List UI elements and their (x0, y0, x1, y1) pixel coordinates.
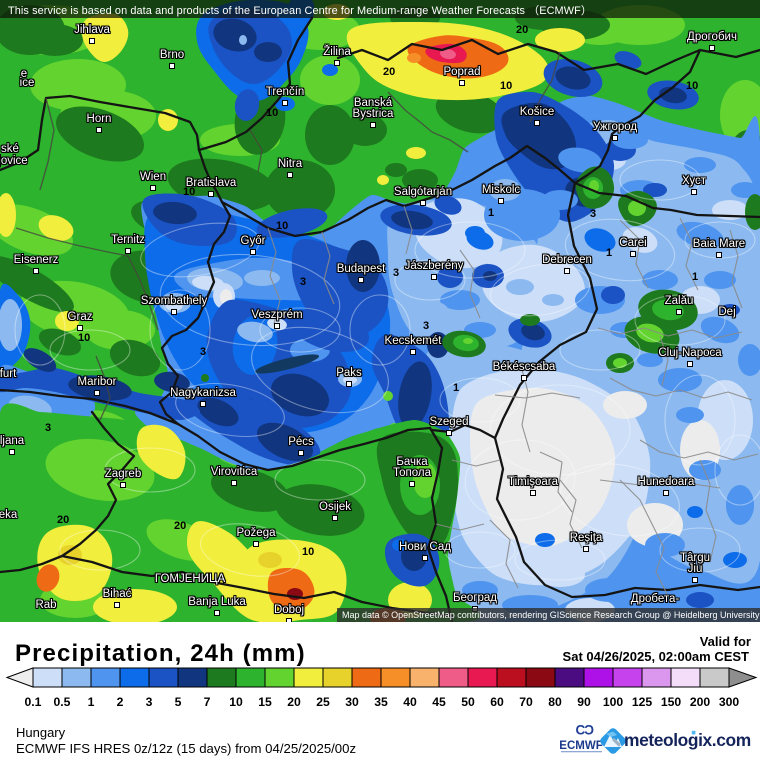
svg-text:300: 300 (719, 695, 740, 709)
svg-text:45: 45 (432, 695, 446, 709)
svg-text:2: 2 (117, 695, 124, 709)
svg-text:0.1: 0.1 (25, 695, 42, 709)
svg-text:125: 125 (632, 695, 653, 709)
svg-text:3: 3 (146, 695, 153, 709)
svg-text:meteologix.com: meteologix.com (624, 730, 751, 750)
svg-text:0.5: 0.5 (54, 695, 71, 709)
svg-text:10: 10 (229, 695, 243, 709)
svg-text:35: 35 (374, 695, 388, 709)
svg-text:1: 1 (88, 695, 95, 709)
svg-text:70: 70 (519, 695, 533, 709)
svg-text:80: 80 (548, 695, 562, 709)
svg-text:25: 25 (316, 695, 330, 709)
svg-text:C: C (584, 723, 594, 738)
svg-text:15: 15 (258, 695, 272, 709)
svg-text:30: 30 (345, 695, 359, 709)
svg-text:50: 50 (461, 695, 475, 709)
svg-text:60: 60 (490, 695, 504, 709)
svg-text:40: 40 (403, 695, 417, 709)
svg-text:200: 200 (690, 695, 711, 709)
svg-text:C: C (576, 723, 586, 738)
svg-text:7: 7 (204, 695, 211, 709)
svg-text:5: 5 (175, 695, 182, 709)
svg-text:90: 90 (577, 695, 591, 709)
svg-text:ECMWF: ECMWF (559, 740, 602, 752)
svg-text:20: 20 (287, 695, 301, 709)
svg-text:150: 150 (661, 695, 682, 709)
svg-text:100: 100 (603, 695, 624, 709)
